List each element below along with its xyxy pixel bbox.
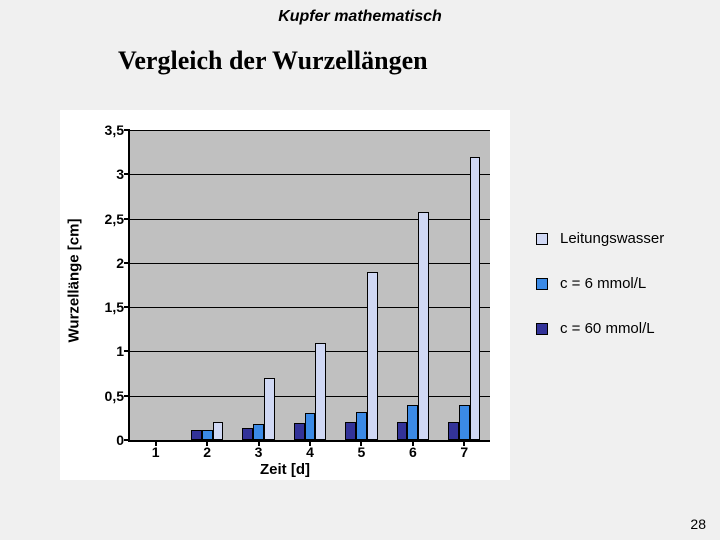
legend-label: Leitungswasser bbox=[560, 230, 664, 247]
bar bbox=[294, 423, 305, 440]
y-tick-mark bbox=[124, 439, 130, 441]
x-axis-label: Zeit [d] bbox=[260, 461, 310, 478]
gridline bbox=[130, 130, 490, 131]
legend-item: c = 6 mmol/L bbox=[536, 275, 706, 292]
bar bbox=[367, 272, 378, 440]
chart-legend: Leitungswasser c = 6 mmol/L c = 60 mmol/L bbox=[536, 230, 706, 365]
y-tick-mark bbox=[124, 218, 130, 220]
bar bbox=[418, 212, 429, 441]
bar bbox=[202, 430, 213, 440]
y-tick-label: 1 bbox=[116, 343, 124, 359]
gridline bbox=[130, 263, 490, 264]
x-tick-label: 3 bbox=[255, 444, 263, 460]
legend-swatch bbox=[536, 233, 548, 245]
bar bbox=[253, 424, 264, 440]
y-tick-label: 3,5 bbox=[105, 122, 124, 138]
x-tick-label: 5 bbox=[358, 444, 366, 460]
legend-item: Leitungswasser bbox=[536, 230, 706, 247]
slide-supertitle: Kupfer mathematisch bbox=[0, 8, 720, 26]
bar bbox=[315, 343, 326, 440]
gridline bbox=[130, 396, 490, 397]
legend-label: c = 6 mmol/L bbox=[560, 275, 646, 292]
legend-item: c = 60 mmol/L bbox=[536, 320, 706, 337]
y-tick-label: 0 bbox=[116, 432, 124, 448]
gridline bbox=[130, 351, 490, 352]
y-tick-label: 2,5 bbox=[105, 211, 124, 227]
y-tick-mark bbox=[124, 262, 130, 264]
chart-container: Wurzellänge [cm] 00,511,522,533,51234567… bbox=[60, 110, 510, 480]
y-tick-label: 2 bbox=[116, 255, 124, 271]
slide-title: Vergleich der Wurzellängen bbox=[118, 46, 428, 76]
x-tick-label: 7 bbox=[460, 444, 468, 460]
y-tick-mark bbox=[124, 395, 130, 397]
y-tick-mark bbox=[124, 306, 130, 308]
x-tick-label: 2 bbox=[203, 444, 211, 460]
legend-label: c = 60 mmol/L bbox=[560, 320, 655, 337]
bar bbox=[459, 405, 470, 440]
bar bbox=[305, 413, 316, 440]
bar bbox=[191, 430, 202, 440]
y-tick-mark bbox=[124, 129, 130, 131]
page-number: 28 bbox=[690, 516, 706, 532]
y-tick-label: 0,5 bbox=[105, 388, 124, 404]
gridline bbox=[130, 174, 490, 175]
bar bbox=[470, 157, 481, 440]
legend-swatch bbox=[536, 323, 548, 335]
gridline bbox=[130, 219, 490, 220]
gridline bbox=[130, 307, 490, 308]
bar bbox=[356, 412, 367, 440]
bar bbox=[448, 422, 459, 440]
bar bbox=[242, 428, 253, 440]
legend-swatch bbox=[536, 278, 548, 290]
x-tick-label: 6 bbox=[409, 444, 417, 460]
bar bbox=[264, 378, 275, 440]
y-tick-label: 1,5 bbox=[105, 299, 124, 315]
bar bbox=[407, 405, 418, 440]
y-tick-mark bbox=[124, 350, 130, 352]
plot-area: 00,511,522,533,51234567 bbox=[128, 130, 490, 442]
bar bbox=[213, 422, 224, 440]
x-tick-label: 4 bbox=[306, 444, 314, 460]
y-axis-label: Wurzellänge [cm] bbox=[66, 218, 83, 342]
y-tick-label: 3 bbox=[116, 166, 124, 182]
bar bbox=[397, 422, 408, 440]
y-axis-label-container: Wurzellänge [cm] bbox=[64, 110, 84, 450]
bar bbox=[345, 422, 356, 440]
y-tick-mark bbox=[124, 173, 130, 175]
x-tick-label: 1 bbox=[152, 444, 160, 460]
